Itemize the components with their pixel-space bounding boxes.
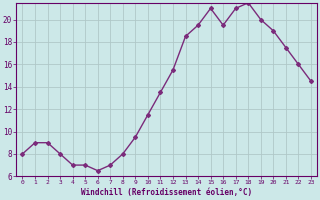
X-axis label: Windchill (Refroidissement éolien,°C): Windchill (Refroidissement éolien,°C) (81, 188, 252, 197)
